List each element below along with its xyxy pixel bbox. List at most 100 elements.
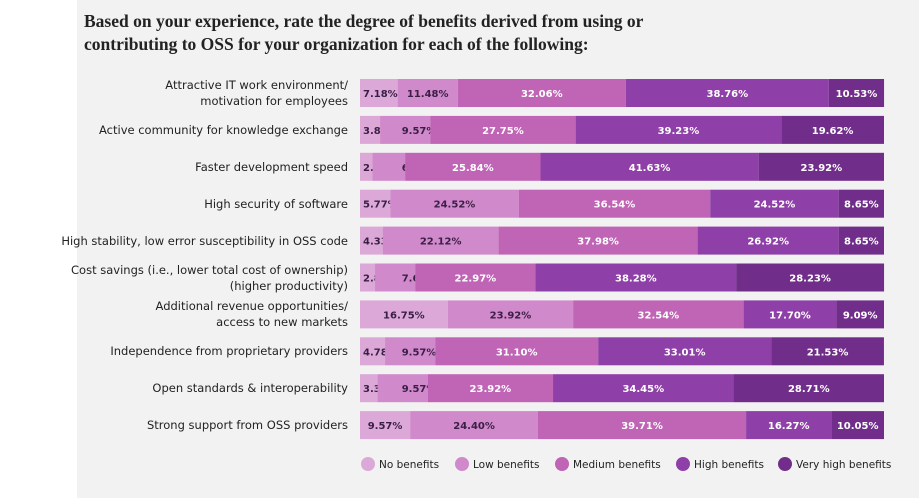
value-label: 24.52% [754, 200, 796, 211]
value-label: 23.92% [470, 384, 512, 395]
value-label: 32.54% [638, 310, 680, 321]
bar-segment [360, 263, 376, 292]
legend-label: No benefits [379, 459, 439, 471]
bar-segment [540, 152, 759, 181]
value-label: 27.75% [482, 126, 524, 137]
bar-segment [430, 115, 576, 144]
bar-segment [382, 226, 499, 255]
bar-segment [838, 189, 884, 218]
legend-label: Very high benefits [796, 459, 891, 471]
bar-segment [838, 226, 884, 255]
bar-segment [771, 337, 884, 366]
bar-segment [575, 115, 782, 144]
value-label: 10.05% [837, 421, 879, 432]
bar-segment [360, 300, 448, 329]
value-label: 9.57% [402, 384, 437, 395]
value-label: 38.76% [706, 89, 748, 100]
value-label: 34.45% [622, 384, 664, 395]
value-label: 5.77% [363, 200, 398, 211]
category-label: Independence from proprietary providers [110, 344, 348, 359]
bar-segment [828, 79, 885, 107]
bar-segment [831, 411, 884, 440]
value-label: 4.78% [363, 347, 398, 358]
bar-segment [457, 79, 626, 107]
bar-segment [710, 189, 839, 218]
value-label: 23.92% [801, 163, 843, 174]
bar-segment [360, 189, 391, 218]
legend-swatch [455, 457, 469, 471]
bar-segment [410, 411, 539, 440]
value-label: 32.06% [521, 89, 563, 100]
category-label: Attractive IT work environment/ motivati… [165, 78, 348, 108]
value-label: 9.57% [402, 126, 437, 137]
bar-segment [435, 337, 599, 366]
bar-segment [380, 115, 431, 144]
value-label: 25.84% [452, 163, 494, 174]
bar-segment [781, 115, 884, 144]
chart-title: Based on your experience, rate the degre… [84, 11, 644, 54]
category-label: Additional revenue opportunities/ access… [155, 299, 348, 330]
value-label: 7.18% [363, 89, 398, 100]
bar-segment [360, 337, 386, 366]
bar-segment [538, 411, 747, 440]
bar-segment [415, 263, 536, 292]
bar-segment [375, 263, 416, 292]
value-label: 9.57% [368, 421, 403, 432]
value-label: 4.33% [363, 237, 398, 248]
legend-label: High benefits [694, 459, 764, 471]
bar-segment [360, 226, 383, 255]
value-label: 16.27% [768, 421, 810, 432]
value-label: 37.98% [577, 237, 619, 248]
legend-swatch [555, 457, 569, 471]
value-label: 8.65% [844, 237, 879, 248]
value-label: 17.70% [769, 310, 811, 321]
value-label: 9.09% [843, 310, 878, 321]
category-label: Strong support from OSS providers [146, 418, 348, 433]
bar-segment [390, 189, 519, 218]
bar-segment [360, 79, 398, 107]
bar-segment [360, 374, 378, 403]
value-label: 21.53% [807, 347, 849, 358]
value-label: 39.71% [621, 421, 663, 432]
bar-segment [377, 374, 428, 403]
legend-swatch [778, 457, 792, 471]
bar-segment [743, 300, 837, 329]
bar-segment [598, 337, 772, 366]
value-label: 8.65% [844, 200, 879, 211]
bar-segment [372, 152, 406, 181]
bar-segment [498, 226, 698, 255]
category-label: Cost savings (i.e., lower total cost of … [71, 262, 348, 293]
value-label: 11.48% [407, 89, 449, 100]
bar-segment [736, 263, 885, 292]
bar-segment [733, 374, 884, 403]
value-label: 41.63% [629, 163, 671, 174]
value-label: 24.40% [453, 421, 495, 432]
bar-segment [447, 300, 574, 329]
bar-segment [625, 79, 829, 107]
value-label: 22.97% [455, 274, 497, 285]
bar-segment [573, 300, 744, 329]
bar-segment [360, 115, 381, 144]
value-label: 16.75% [383, 310, 425, 321]
category-label: Open standards & interoperability [152, 381, 348, 396]
value-label: 26.92% [747, 237, 789, 248]
legend-swatch [361, 457, 375, 471]
value-label: 38.28% [615, 274, 657, 285]
bar-segment [535, 263, 737, 292]
value-label: 31.10% [496, 347, 538, 358]
category-label: Faster development speed [195, 159, 348, 174]
legend-swatch [676, 457, 690, 471]
bar-segment [427, 374, 554, 403]
value-label: 23.92% [490, 310, 532, 321]
bar-segment [553, 374, 734, 403]
value-label: 33.01% [664, 347, 706, 358]
bar-segment [360, 152, 373, 181]
bar-segment [360, 411, 411, 440]
bar-segment [836, 300, 884, 329]
value-label: 28.71% [788, 384, 830, 395]
value-label: 36.54% [594, 200, 636, 211]
bar-segment [746, 411, 832, 440]
value-label: 39.23% [658, 126, 700, 137]
